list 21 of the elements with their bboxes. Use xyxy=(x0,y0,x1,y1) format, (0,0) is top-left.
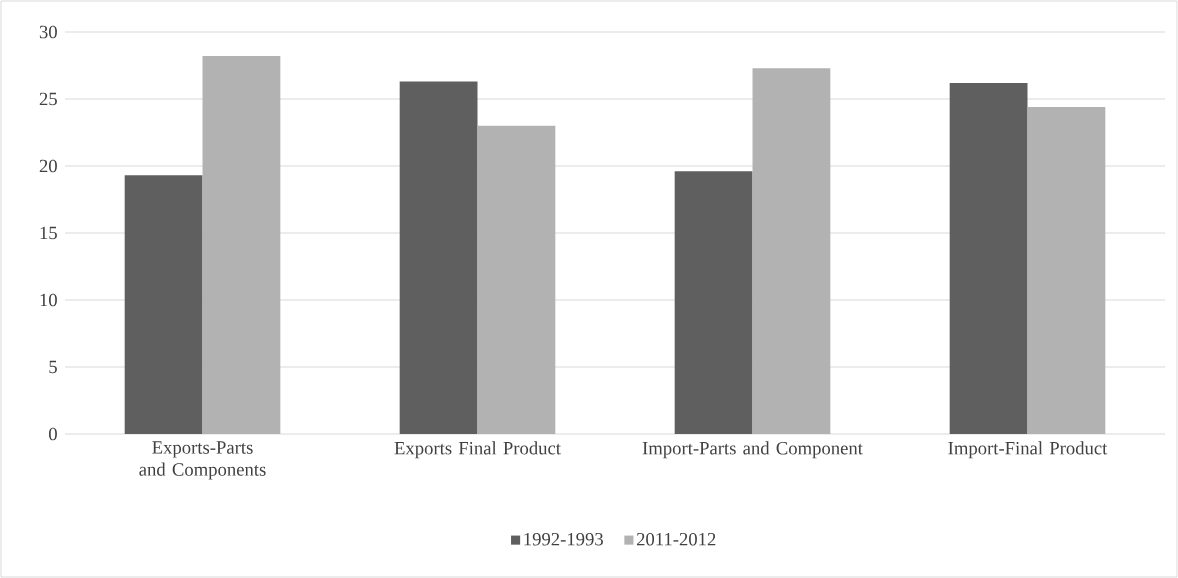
x-tick-label: Exports-Parts and Components xyxy=(139,441,266,480)
legend-label: 1992-1993 xyxy=(524,532,603,546)
bar xyxy=(477,125,556,434)
x-tick-label: Import-Parts and Component xyxy=(642,441,863,459)
legend-label: 2011-2012 xyxy=(636,532,716,546)
bar xyxy=(949,82,1028,434)
bar xyxy=(399,81,478,434)
y-tick-label: 5 xyxy=(49,360,57,374)
y-tick-label: 25 xyxy=(39,92,57,106)
bar xyxy=(752,68,831,434)
y-tick-label: 15 xyxy=(40,226,57,240)
bar xyxy=(124,175,203,434)
y-tick-label: 0 xyxy=(49,427,57,441)
y-tick-label: 10 xyxy=(40,293,57,307)
x-tick-label: Exports Final Product xyxy=(394,441,561,459)
bar xyxy=(674,171,753,434)
y-tick-label: 30 xyxy=(39,25,57,39)
x-tick-label: Import-Final Product xyxy=(948,441,1108,459)
bar xyxy=(1027,107,1106,434)
y-tick-label: 20 xyxy=(39,159,57,173)
bar xyxy=(202,56,281,434)
